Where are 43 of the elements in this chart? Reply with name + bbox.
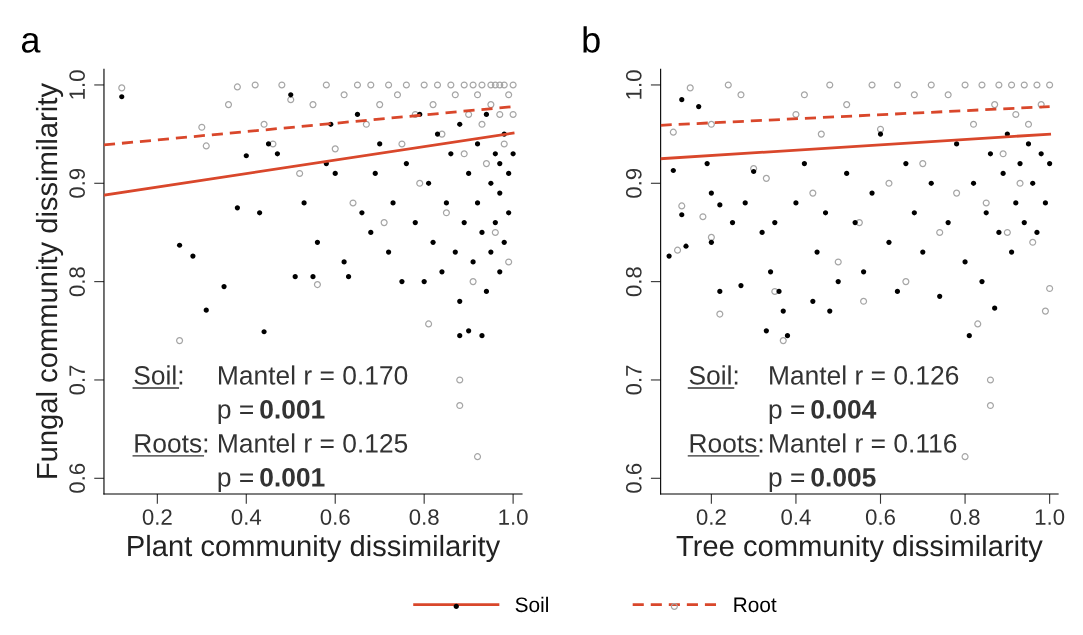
x-tick-label: 1.0 — [499, 509, 528, 525]
y-tick-label: 0.6 — [69, 463, 85, 493]
y-tick-label: 0.8 — [69, 267, 85, 297]
y-tick-label: 1.0 — [69, 70, 85, 99]
annotation: 0.001 — [260, 468, 325, 487]
x-tick-label: 0.8 — [950, 509, 980, 525]
chart-title: b — [583, 26, 600, 53]
annotation: p = — [218, 472, 253, 492]
x-tick-label: 0.2 — [696, 509, 726, 525]
y-tick-label: 1.0 — [625, 70, 642, 99]
annotation: 0.001 — [260, 400, 325, 419]
x-tick-label: 0.8 — [409, 509, 439, 525]
annotation: Soil: — [134, 365, 183, 385]
chart-title: a — [21, 32, 41, 53]
y-tick-label: 0.7 — [625, 365, 642, 395]
legend-label: Root — [734, 597, 777, 613]
y-tick-label: 0.9 — [625, 168, 642, 198]
annotation: 0.004 — [811, 400, 877, 419]
annotation: p = — [218, 404, 253, 424]
x-tick-label: 0.4 — [231, 509, 262, 525]
x-tick-label: 0.4 — [781, 509, 811, 525]
annotation: Soil: — [689, 365, 738, 385]
x-axis-title: Tree community dissimilarity — [676, 534, 1043, 563]
x-tick-label: 1.0 — [1035, 509, 1065, 525]
y-tick-label: 0.6 — [625, 463, 642, 493]
x-tick-label: 0.6 — [320, 509, 350, 525]
y-tick-label: 0.8 — [625, 267, 642, 297]
annotation: Roots: — [690, 434, 763, 453]
x-axis-title: Plant community dissimilarity — [128, 534, 501, 563]
annotation: p = — [769, 472, 805, 492]
y-tick-label: 0.7 — [69, 365, 85, 395]
annotation: Mantel r = 0.116 — [770, 433, 957, 453]
annotation: 0.005 — [811, 468, 876, 487]
legend-label: Soil — [515, 596, 548, 613]
x-tick-label: 0.6 — [865, 509, 895, 525]
y-tick-label: 0.9 — [69, 168, 85, 198]
annotation: Mantel r = 0.126 — [770, 365, 959, 385]
x-tick-label: 0.2 — [142, 509, 172, 525]
annotation: Mantel r = 0.125 — [219, 433, 408, 453]
annotation: Roots: — [135, 434, 208, 453]
annotation: p = — [769, 404, 805, 424]
annotation: Mantel r = 0.170 — [219, 365, 408, 385]
y-axis-title: Fungal community dissimilarity — [35, 83, 64, 478]
